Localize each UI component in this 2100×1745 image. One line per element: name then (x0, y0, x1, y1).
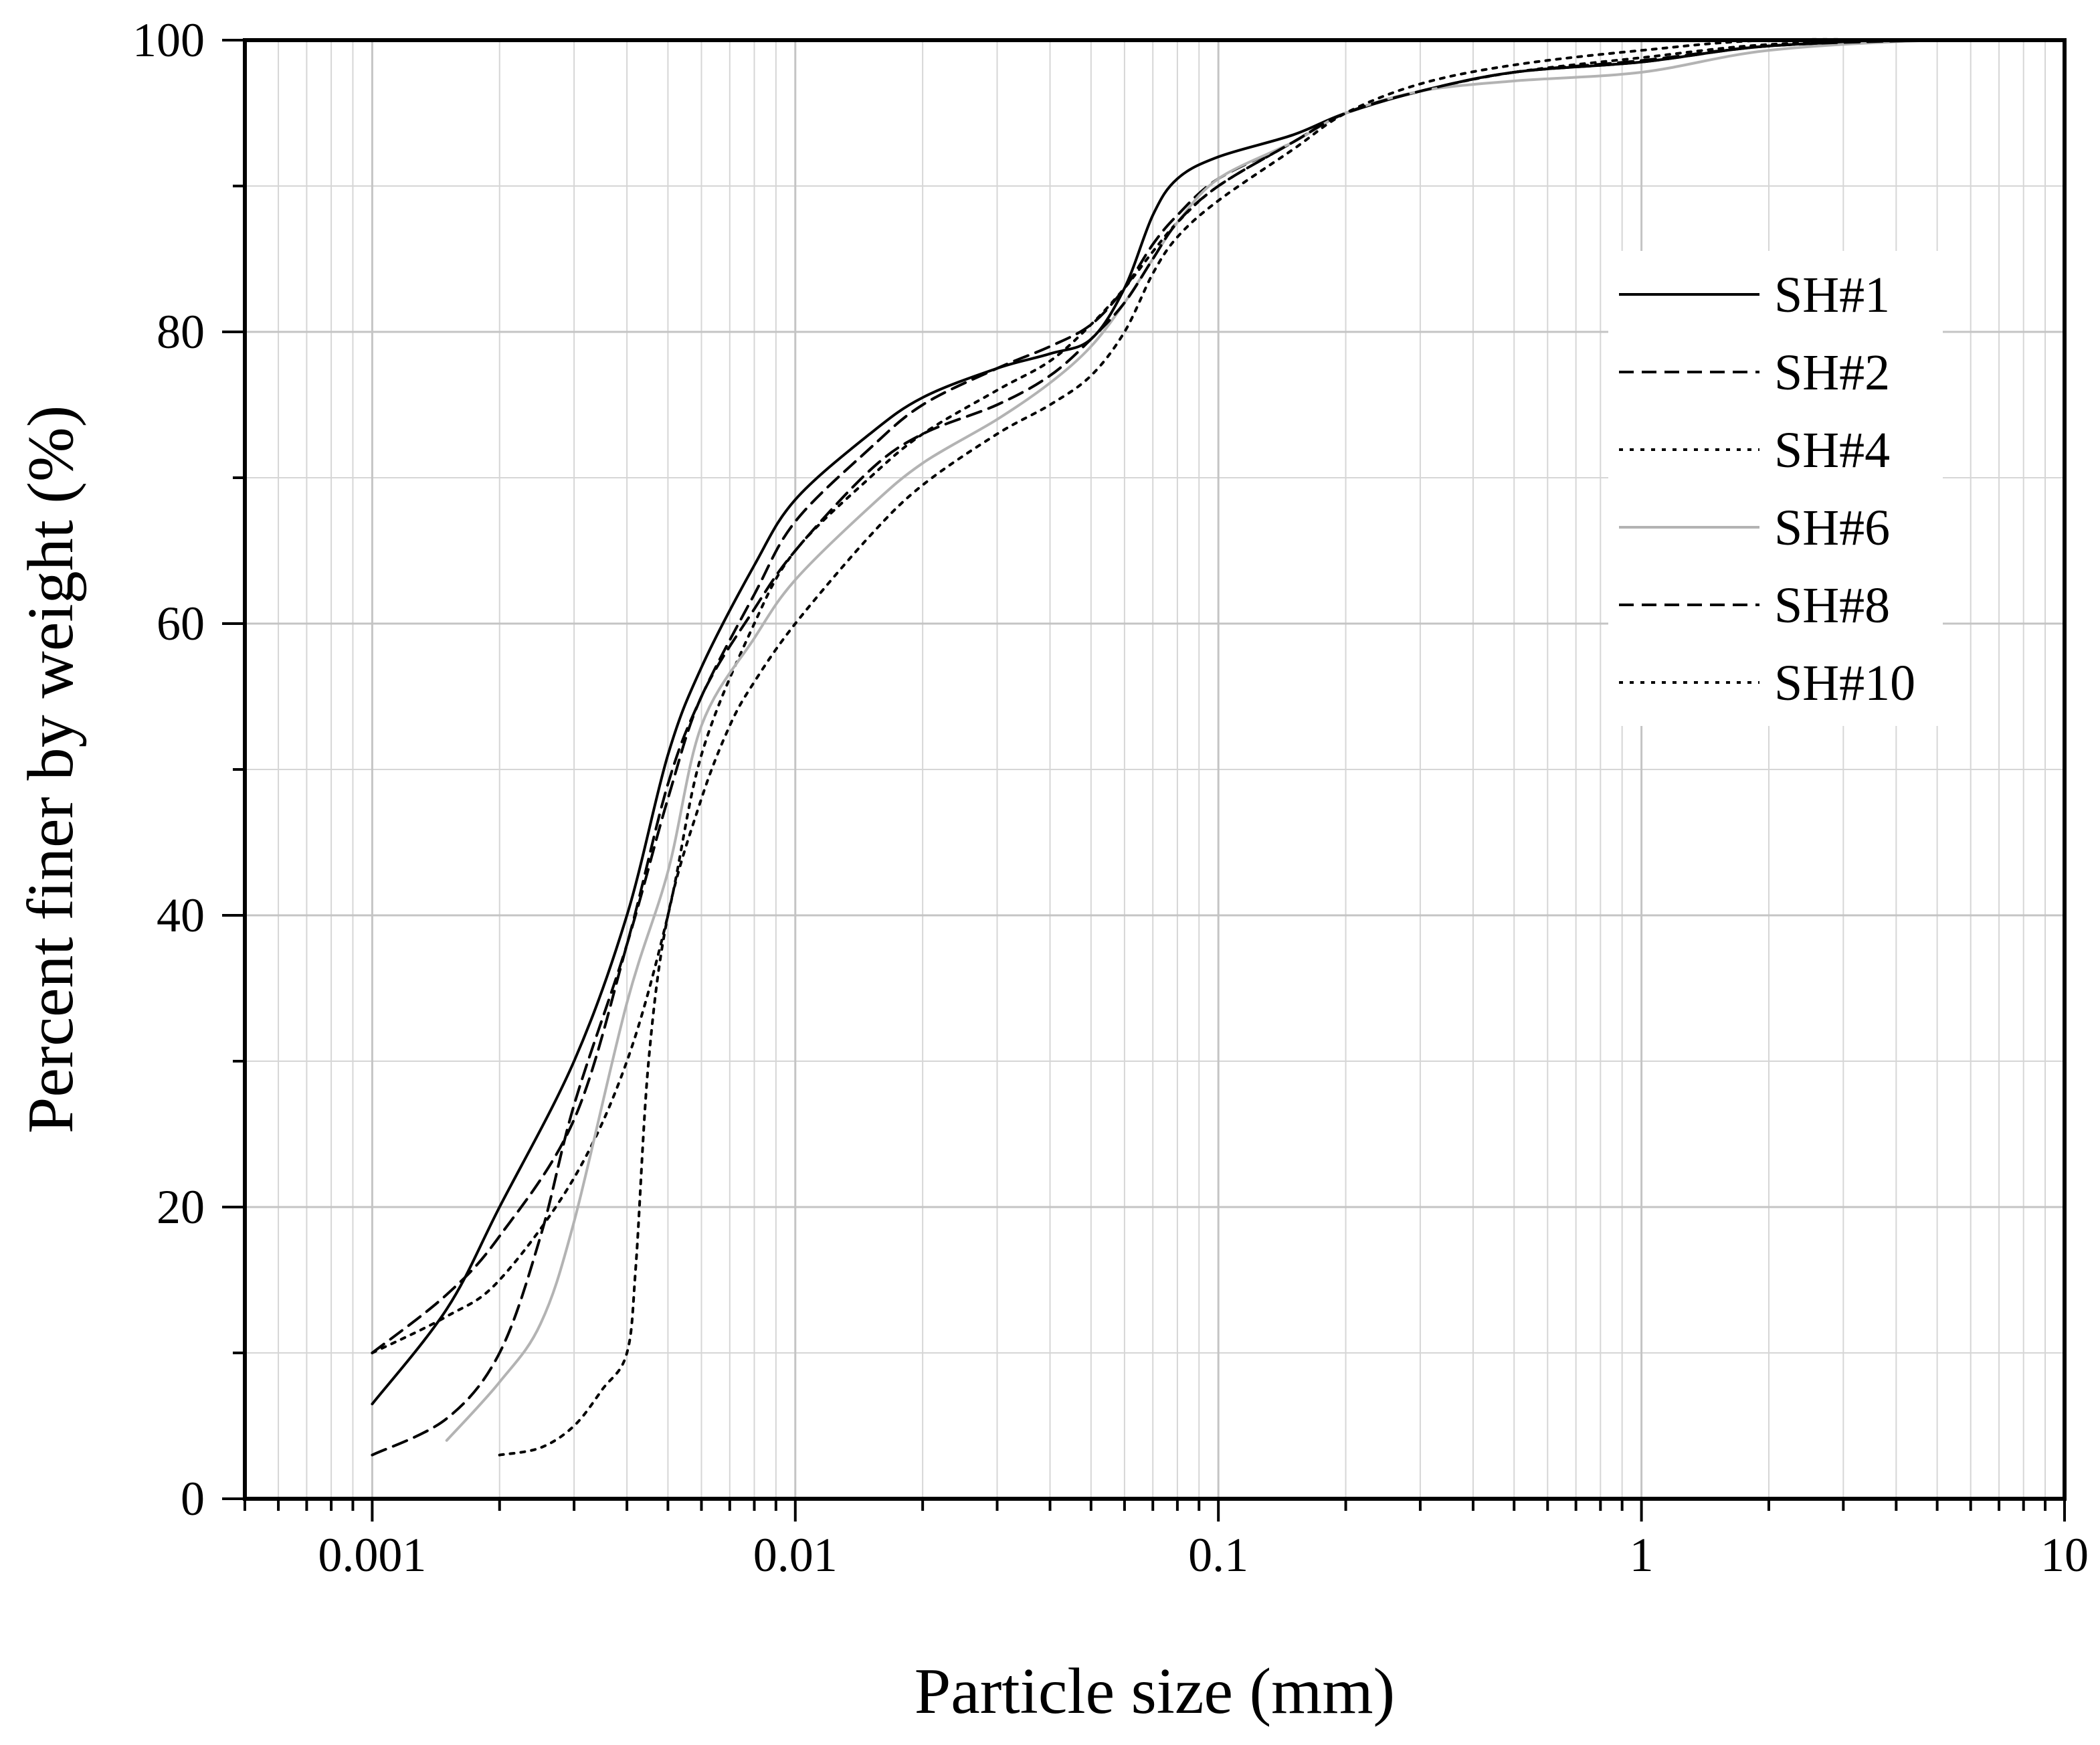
y-axis-title: Percent finer by weight (%) (15, 405, 87, 1133)
legend-label-sh2: SH#2 (1774, 345, 1890, 401)
x-tick-label: 1 (1630, 1528, 1654, 1582)
x-tick-label: 0.01 (753, 1528, 838, 1582)
series-line-sh6 (445, 37, 2066, 1442)
series-layer (371, 37, 2066, 1457)
legend: SH#1 SH#2 SH#4 SH#6 SH#8 SH#10 (1608, 251, 1943, 726)
y-tick-label: 80 (157, 305, 205, 359)
legend-label-sh10: SH#10 (1774, 655, 1915, 711)
y-tick-labels: 0 20 40 60 80 100 (132, 13, 205, 1526)
legend-label-sh6: SH#6 (1774, 500, 1890, 556)
legend-label-sh8: SH#8 (1774, 577, 1890, 634)
series-line-sh2 (371, 38, 2066, 1354)
y-tick-label: 60 (157, 597, 205, 650)
x-tick-labels: 0.001 0.01 0.1 1 10 (318, 1528, 2089, 1582)
y-tick-label: 0 (181, 1472, 205, 1526)
y-tick-label: 20 (157, 1180, 205, 1234)
x-tick-label: 0.001 (318, 1528, 426, 1582)
y-tick-label: 100 (132, 13, 205, 67)
legend-label-sh4: SH#4 (1774, 422, 1890, 478)
x-tick-label: 10 (2040, 1528, 2089, 1582)
legend-label-sh1: SH#1 (1774, 267, 1890, 323)
x-axis-title: Particle size (mm) (915, 1655, 1395, 1728)
legend-box (1608, 251, 1943, 726)
series-line-sh8 (371, 38, 2066, 1457)
axis-ticks (222, 39, 2066, 1522)
minor-grid (244, 40, 2065, 1499)
x-tick-label: 0.1 (1188, 1528, 1248, 1582)
series-line-sh10 (498, 37, 2066, 1457)
y-tick-label: 40 (157, 889, 205, 942)
